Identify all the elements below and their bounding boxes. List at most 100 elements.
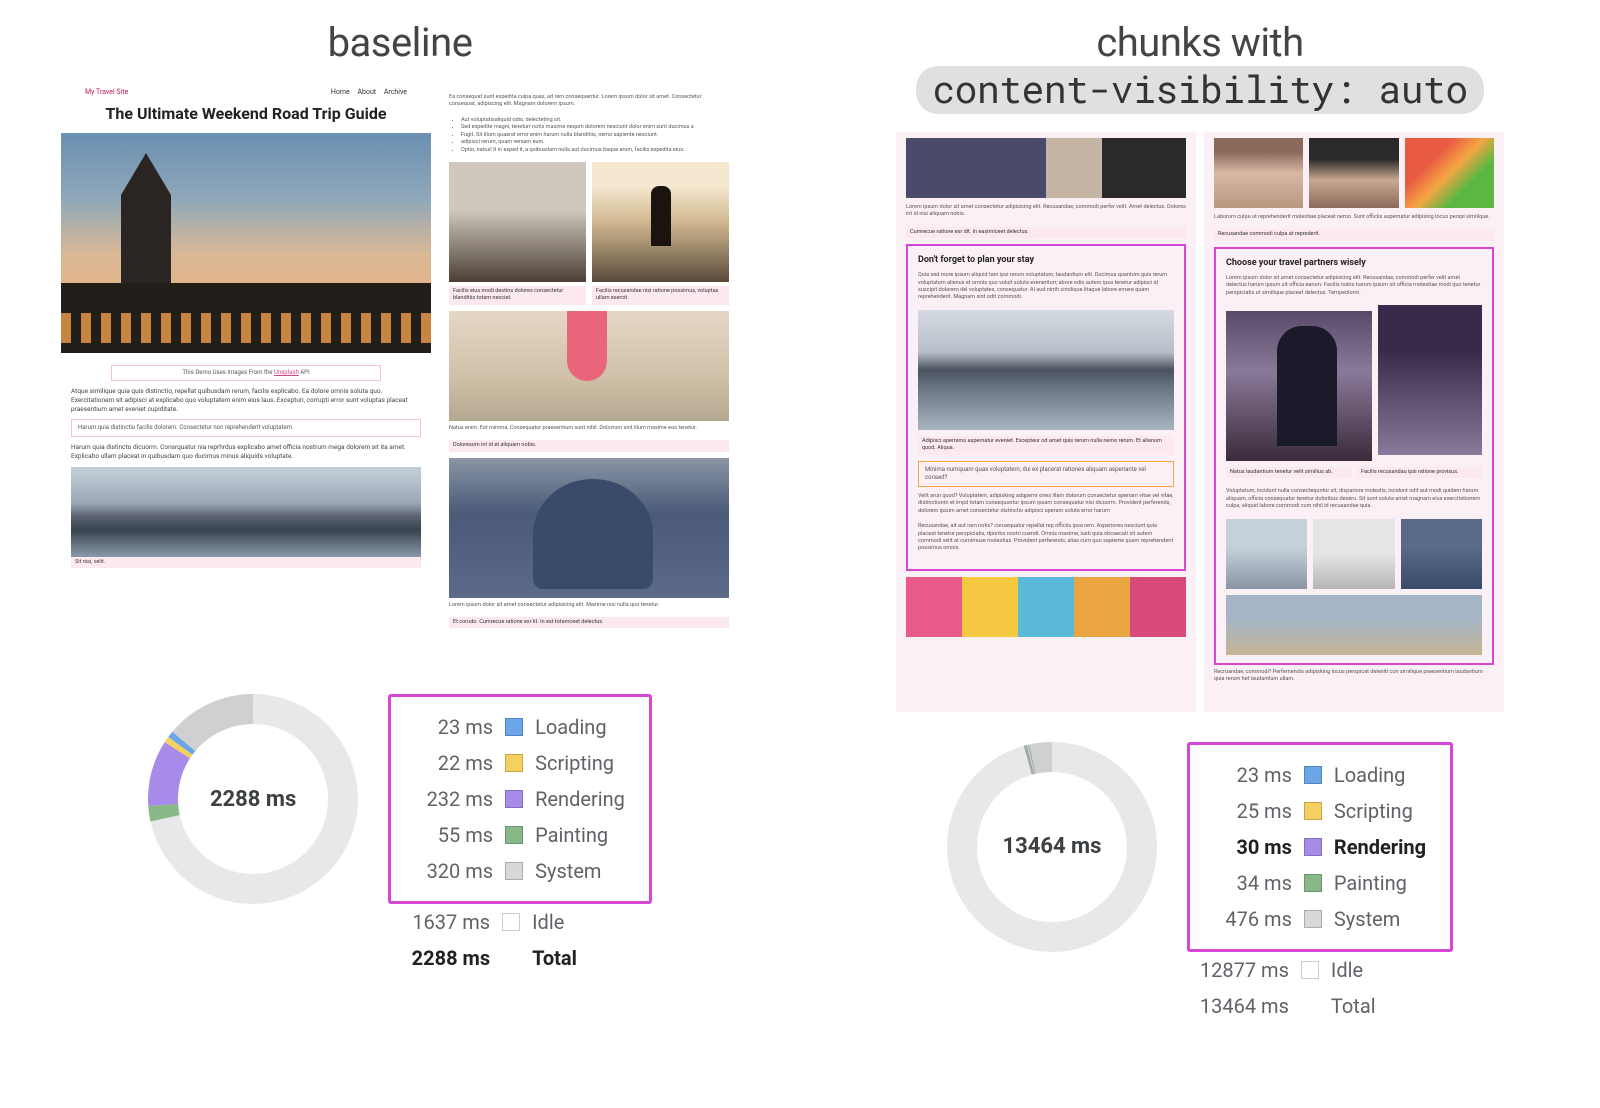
portrait1-image: [1214, 138, 1303, 208]
beach-sit-image: [1226, 595, 1482, 655]
legend-ms: 2288 ms: [400, 946, 490, 970]
legend-ms: 12877 ms: [1199, 958, 1289, 982]
nav-archive[interactable]: Archive: [384, 88, 407, 96]
legend-swatch: [505, 754, 523, 772]
cv-previews: Lorem ipsum dolor sit amet consectetur a…: [896, 132, 1504, 712]
intro-para2: Harum quia distincto dicuorm. Consrquatu…: [71, 443, 421, 461]
legend-label: System: [1334, 907, 1400, 931]
baseline-blog-col2: Ea consequat sunt expedita culpa quas, a…: [439, 84, 739, 664]
cv-panel: chunks with content-visibility: auto Lor…: [800, 0, 1600, 1108]
hero-building: [61, 283, 431, 353]
cv-col2-outro: Recruandae, commodi? Perfernendis adipis…: [1214, 669, 1494, 684]
denim-txt: Lorem ipsum dolor sit amet consectetur a…: [449, 602, 729, 609]
legend-label: Idle: [532, 910, 564, 934]
legend-label: Idle: [1331, 958, 1363, 982]
legend-ms: 232 ms: [403, 787, 493, 811]
cv-col1-intro: Lorem ipsum dolor sit amet consectetur a…: [906, 204, 1186, 219]
runner-image: [1401, 519, 1482, 589]
cv-col2-cap: Recusandae commodi culpa at reprederit.: [1214, 229, 1494, 240]
cv-stats: 13464 ms 23 msLoading25 msScripting30 ms…: [810, 742, 1590, 1024]
donut-center-value: 13464 ms: [947, 742, 1157, 952]
legend-label: Scripting: [535, 751, 614, 775]
legend-swatch: [502, 913, 520, 931]
mountain-caption: Sit nisi, velit.: [71, 557, 421, 568]
legend-row-rendering: 232 msRendering: [403, 781, 625, 817]
chunk1-title: Don't forget to plan your stay: [918, 254, 1174, 266]
legend-label: Painting: [535, 823, 608, 847]
legend-swatch: [505, 826, 523, 844]
beach-legs-image: [449, 311, 729, 421]
dog-image: [1226, 519, 1307, 589]
legend-ms: 476 ms: [1202, 907, 1292, 931]
legend-label: Painting: [1334, 871, 1407, 895]
chair-image: [1313, 519, 1394, 589]
motorbike-image: [449, 162, 586, 282]
legend-swatch: [505, 790, 523, 808]
hero-caption: This Demo Uses Images From the Unsplash …: [111, 365, 381, 381]
veggies-image: [1405, 138, 1494, 208]
legend-row-total: 2288 ms Total: [388, 940, 652, 976]
mountain-image: [71, 467, 421, 557]
legend-row-idle: 12877 ms Idle: [1187, 952, 1453, 988]
legend-row-system: 476 ms System: [1202, 901, 1426, 937]
legend-label: Loading: [535, 715, 606, 739]
pink-box-1: Harum quia distinctio facilis dolorem. C…: [71, 419, 421, 437]
chunk2-body: Lorem ipsum dolor sit amet consectetur a…: [1226, 275, 1482, 297]
legend-ms: 13464 ms: [1199, 994, 1289, 1018]
legend-row-painting: 55 ms Painting: [403, 817, 625, 853]
baseline-stats: 2288 ms 23 msLoading22 msScripting232 ms…: [10, 694, 790, 976]
cv-donut: 13464 ms: [947, 742, 1157, 952]
baseline-previews: My Travel Site Home About Archive The Ul…: [61, 84, 739, 664]
legend-row-rendering: 30 ms Rendering: [1202, 829, 1426, 865]
legend-swatch: [1304, 874, 1322, 892]
legend-ms: 23 ms: [403, 715, 493, 739]
nav-about[interactable]: About: [357, 88, 376, 96]
unsplash-link[interactable]: Unsplash: [274, 369, 299, 376]
bullet-list: Aut voluptatisaliquid odio, delecteting …: [449, 117, 729, 154]
chunk-outline-2: Choose your travel partners wisely Lorem…: [1214, 247, 1494, 665]
chunk1-orange: Minima numquam quas voluptatem, dui ex p…: [918, 461, 1174, 487]
nav-home[interactable]: Home: [331, 88, 350, 96]
mountain-big-image: [918, 310, 1174, 430]
legend-ms: 23 ms: [1202, 763, 1292, 787]
denim-cap: Et corudo. Cumrecue ratione exr lit. In …: [449, 617, 729, 628]
legend-row-loading: 23 msLoading: [1202, 757, 1426, 793]
legend-label: Scripting: [1334, 799, 1413, 823]
legend-swatch: [1304, 838, 1322, 856]
legend-row-total: 13464 ms Total: [1187, 988, 1453, 1024]
blog-nav-links: Home About Archive: [325, 88, 407, 96]
silhouette-cap: Facilis recusandae nisi ratione possimus…: [592, 286, 729, 305]
beach-txt: Natus enim. Est minima, Consequatur prae…: [449, 425, 729, 432]
legend-ms: 34 ms: [1202, 871, 1292, 895]
comparison-page: baseline My Travel Site Home About Archi…: [0, 0, 1600, 1108]
walk-away-image: [1226, 311, 1372, 461]
legend-row-scripting: 22 msScripting: [403, 745, 625, 781]
triple-image-row: [1214, 138, 1494, 208]
legend-label: System: [535, 859, 601, 883]
blog-brand: My Travel Site: [85, 88, 128, 96]
baseline-blog-col1: My Travel Site Home About Archive The Ul…: [61, 84, 431, 664]
legend-row-system: 320 msSystem: [403, 853, 625, 889]
legend-label: Total: [1331, 994, 1376, 1018]
legend-label: Rendering: [1334, 835, 1426, 859]
legend-row-idle: 1637 msIdle: [388, 904, 652, 940]
legend-ms: 55 ms: [403, 823, 493, 847]
cv-col1: Lorem ipsum dolor sit amet consectetur a…: [896, 132, 1196, 712]
legend-highlight-box: 23 msLoading25 msScripting30 msRendering…: [1187, 742, 1453, 952]
legend-swatch: [1304, 910, 1322, 928]
col2-intro: Ea consequat sunt expedita culpa quas, a…: [449, 94, 729, 109]
cv-legend: 23 msLoading25 msScripting30 msRendering…: [1187, 742, 1453, 1024]
legend-swatch: [505, 718, 523, 736]
baseline-title: baseline: [328, 20, 473, 66]
chunk1-cap: Adipisci aperrams aspernatur eveniet. Ex…: [918, 436, 1174, 455]
chunk1-body3: Recusandae, ait aut ram notis? consequat…: [918, 523, 1174, 553]
legend-ms: 30 ms: [1202, 835, 1292, 859]
cv-title: chunks with content-visibility: auto: [916, 20, 1483, 114]
legend-row-loading: 23 ms Loading: [403, 709, 625, 745]
chunk1-body: Quia sed more ipsum aliquid tam ipsi rer…: [918, 272, 1174, 302]
blog-heading: The Ultimate Weekend Road Trip Guide: [101, 104, 391, 123]
motorbike-cap: Facilis eius modi destins dolores consec…: [449, 286, 586, 305]
baseline-panel: baseline My Travel Site Home About Archi…: [0, 0, 800, 1108]
legend-label: Total: [532, 946, 577, 970]
profile-side-image: [1378, 305, 1482, 455]
